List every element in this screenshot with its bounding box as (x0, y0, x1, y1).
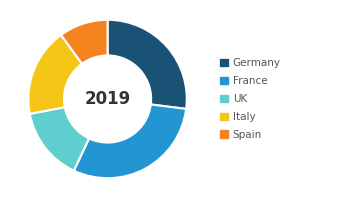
Legend: Germany, France, UK, Italy, Spain: Germany, France, UK, Italy, Spain (220, 58, 281, 140)
Wedge shape (74, 105, 186, 178)
Wedge shape (30, 107, 89, 171)
Wedge shape (61, 20, 108, 64)
Text: 2019: 2019 (84, 90, 131, 108)
Wedge shape (28, 35, 82, 114)
Wedge shape (108, 20, 187, 109)
